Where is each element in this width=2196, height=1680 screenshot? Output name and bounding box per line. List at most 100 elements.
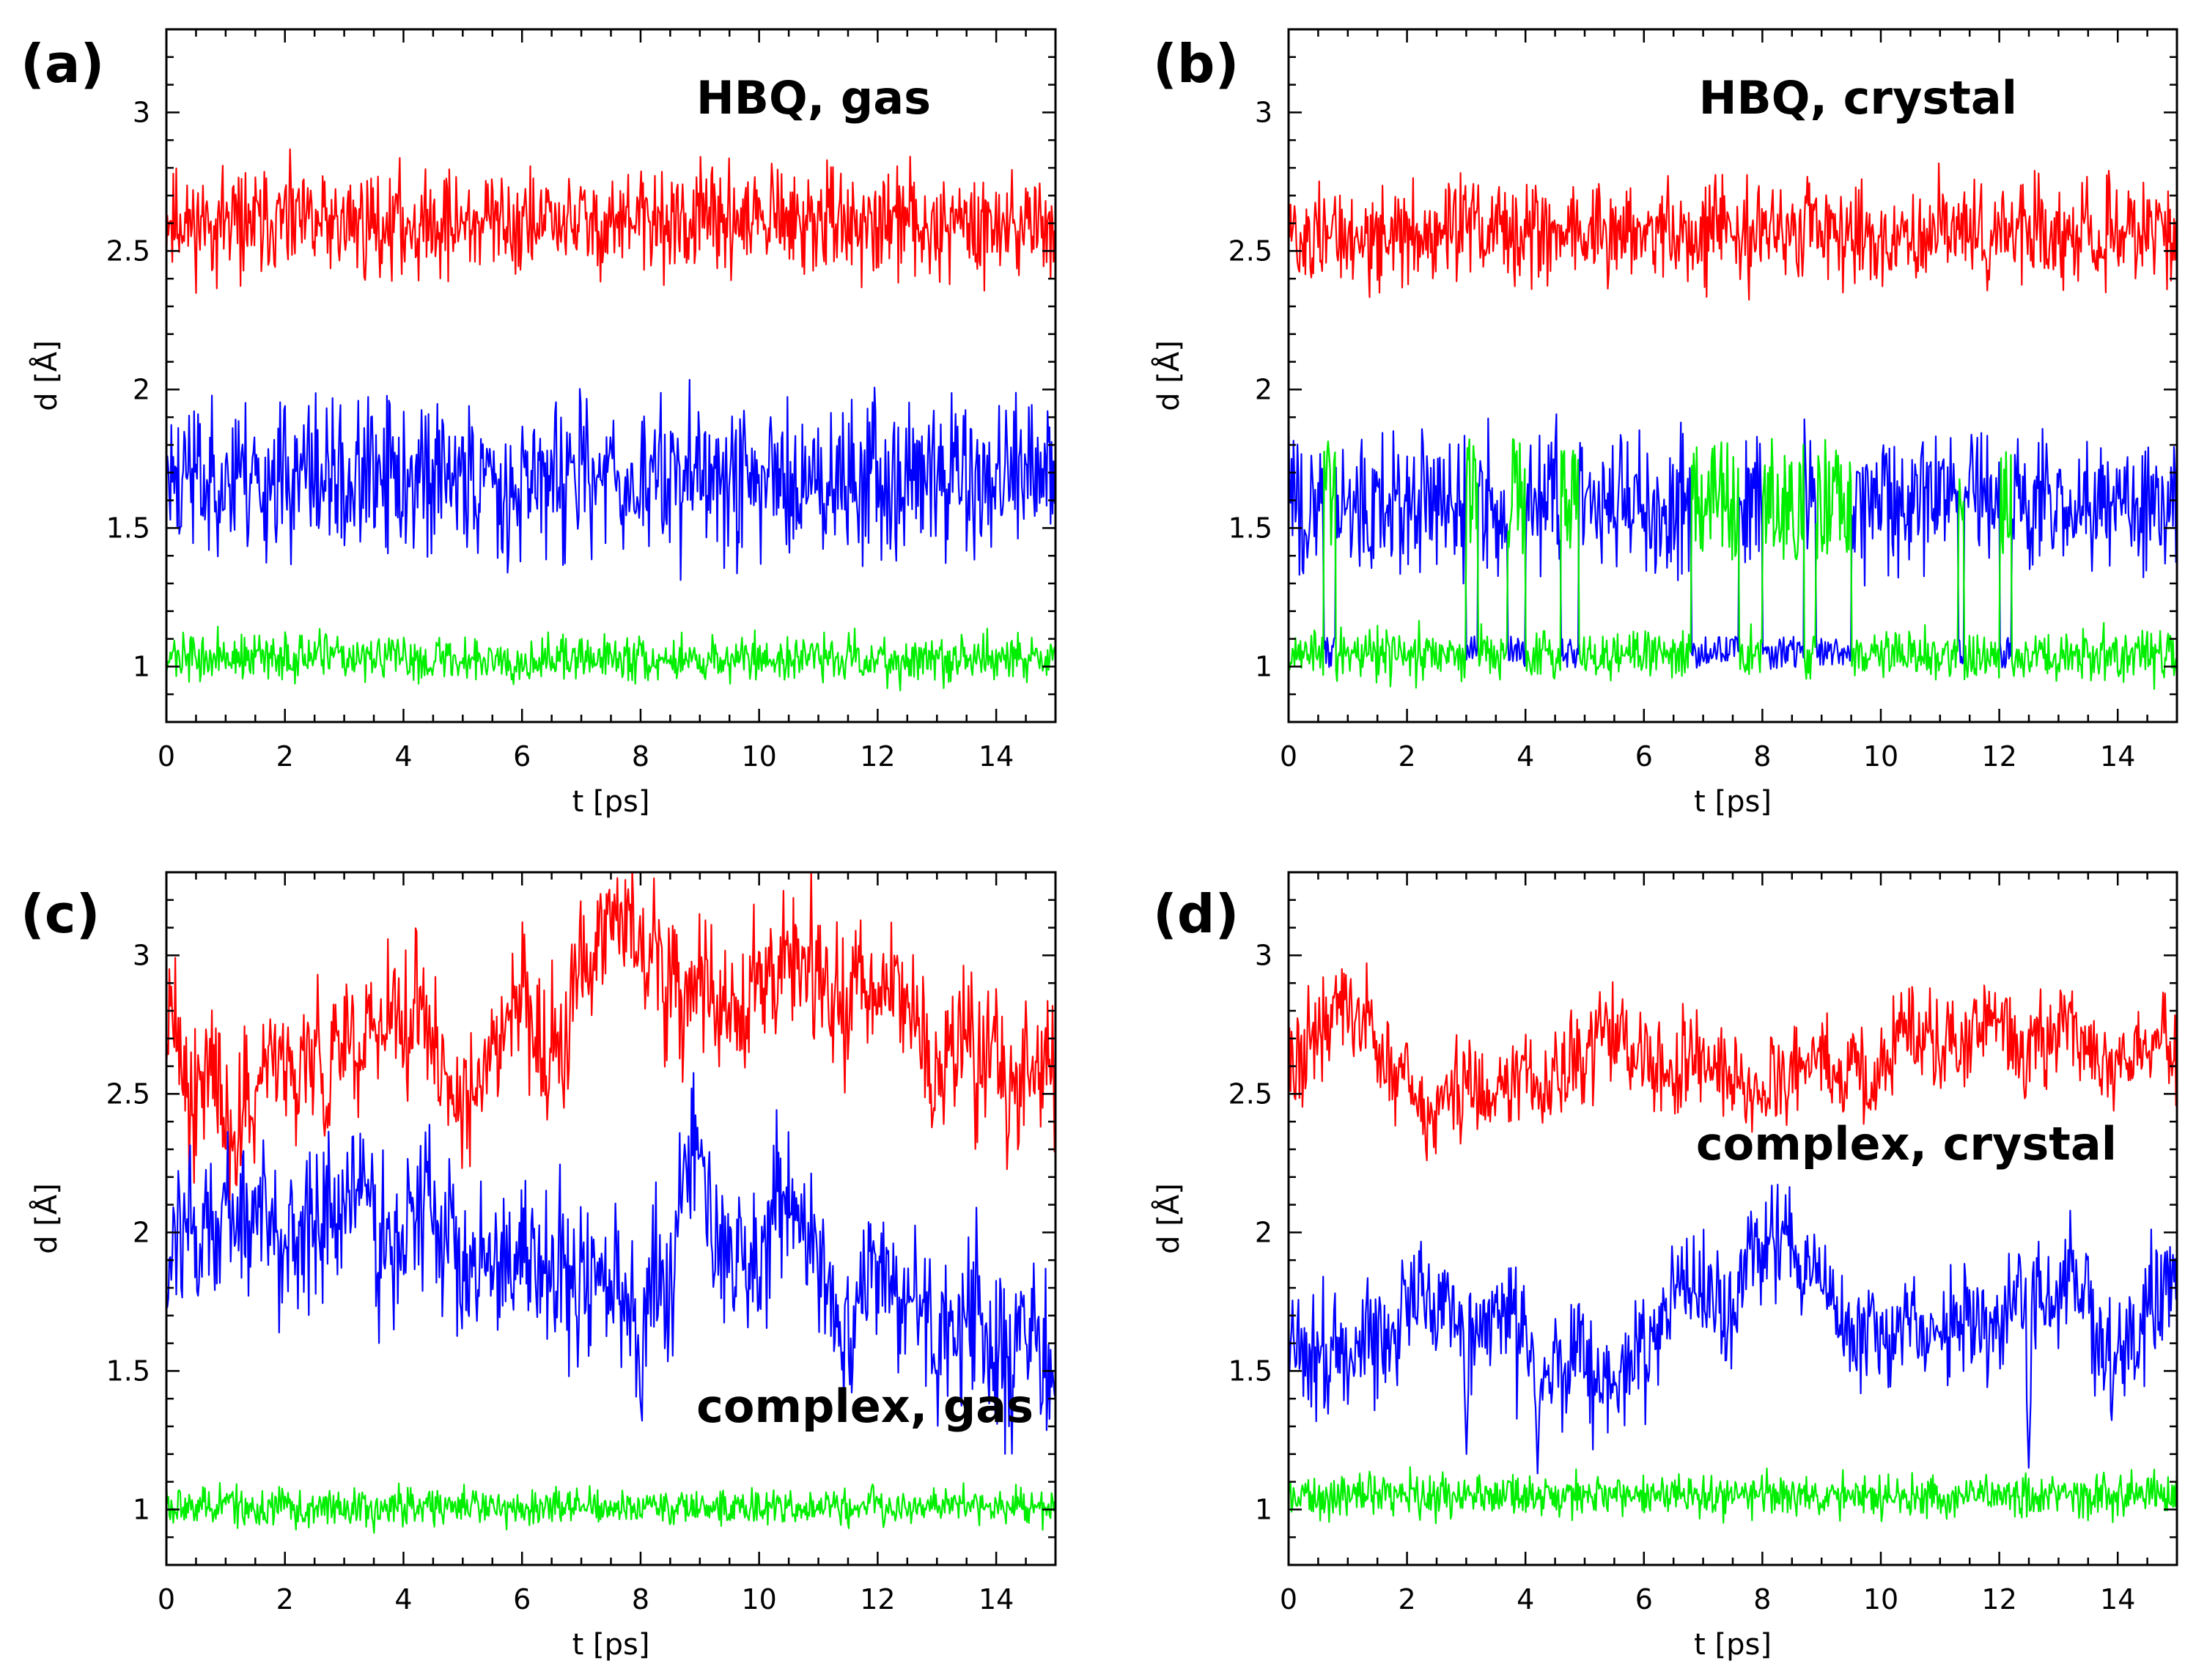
y-axis-label: d [Å] bbox=[29, 1183, 64, 1254]
panel-title: complex, gas bbox=[696, 1379, 1033, 1433]
x-tick-label: 0 bbox=[1280, 1583, 1297, 1615]
y-tick-label: 1.5 bbox=[106, 1355, 150, 1387]
x-tick-label: 2 bbox=[276, 740, 294, 773]
series-line-green-transfer bbox=[1504, 438, 1529, 672]
series-line-red bbox=[1289, 162, 2177, 301]
x-axis-label: t [ps] bbox=[1694, 785, 1772, 819]
y-tick-label: 2.5 bbox=[106, 235, 150, 267]
y-tick-label: 3 bbox=[1255, 96, 1272, 128]
y-tick-label: 2 bbox=[133, 373, 150, 405]
x-tick-label: 12 bbox=[860, 1583, 895, 1615]
series-line-blue bbox=[166, 1072, 1055, 1455]
series-group bbox=[166, 148, 1055, 692]
series-line-green-transfer bbox=[1759, 438, 1808, 679]
series-line-green bbox=[166, 1481, 1055, 1534]
x-axis-label: t [ps] bbox=[572, 785, 650, 819]
x-tick-label: 10 bbox=[1863, 740, 1898, 773]
x-tick-label: 2 bbox=[276, 1583, 294, 1615]
series-line-green-transfer bbox=[1813, 438, 1855, 667]
x-tick-label: 0 bbox=[1280, 740, 1297, 773]
panel-title: complex, crystal bbox=[1696, 1117, 2117, 1171]
x-tick-label: 10 bbox=[1863, 1583, 1898, 1615]
panel-label: (a) bbox=[21, 33, 104, 95]
panel-d: 0 2 4 6 8 10 12 14 1 1.5 2 2.5 3 t [ps] d [Å] (d) comple… bbox=[1151, 871, 2178, 1662]
x-tick-label: 0 bbox=[158, 1583, 175, 1615]
plot-frame bbox=[1287, 28, 2178, 723]
series-line-blue bbox=[166, 378, 1055, 581]
y-axis-label: d [Å] bbox=[29, 340, 64, 411]
x-tick-label: 8 bbox=[632, 1583, 649, 1615]
series-line-green-transfer bbox=[1996, 451, 2015, 679]
y-tick-label: 2.5 bbox=[1228, 235, 1272, 267]
series-line-red bbox=[166, 148, 1055, 294]
series-line-blue bbox=[1289, 403, 2177, 670]
x-tick-label: 6 bbox=[513, 1583, 531, 1615]
series-line-green-transfer bbox=[1320, 441, 1339, 682]
x-axis-label: t [ps] bbox=[572, 1628, 650, 1662]
x-tick-label: 12 bbox=[1981, 740, 2016, 773]
series-line-green bbox=[1289, 1466, 2177, 1525]
y-tick-label: 3 bbox=[133, 96, 150, 128]
panel-a: 0 2 4 6 8 10 12 14 1 1.5 2 2.5 3 t [ps] d [Å] (a) HBQ, g… bbox=[21, 28, 1057, 819]
y-axis-label: d [Å] bbox=[1151, 340, 1186, 411]
x-tick-label: 4 bbox=[1517, 740, 1534, 773]
x-axis-label: t [ps] bbox=[1694, 1628, 1772, 1662]
y-tick-label: 1 bbox=[133, 1493, 150, 1525]
series-group bbox=[1289, 162, 2177, 690]
y-axis-label: d [Å] bbox=[1151, 1183, 1186, 1254]
series-line-green-transfer bbox=[1954, 478, 1967, 681]
y-tick-label: 1 bbox=[133, 650, 150, 682]
panel-c: 0 2 4 6 8 10 12 14 1 1.5 2 2.5 3 t [ps] d [Å] (c) comple… bbox=[21, 871, 1057, 1662]
panel-title: HBQ, gas bbox=[696, 71, 931, 125]
x-tick-label: 8 bbox=[1753, 740, 1771, 773]
x-tick-label: 4 bbox=[1517, 1583, 1534, 1615]
panel-label: (b) bbox=[1153, 33, 1239, 95]
y-tick-label: 3 bbox=[1255, 939, 1272, 971]
y-tick-label: 2 bbox=[133, 1216, 150, 1248]
x-tick-label: 8 bbox=[632, 740, 649, 773]
series-line-green-transfer bbox=[1462, 438, 1481, 679]
series-group bbox=[166, 872, 1055, 1534]
series-line-red bbox=[166, 872, 1055, 1202]
x-tick-label: 4 bbox=[394, 1583, 412, 1615]
series-line-blue bbox=[1289, 1183, 2177, 1475]
y-tick-label: 2.5 bbox=[1228, 1077, 1272, 1110]
y-tick-label: 1.5 bbox=[1228, 1355, 1272, 1387]
x-tick-label: 0 bbox=[158, 740, 175, 773]
x-tick-label: 10 bbox=[741, 1583, 776, 1615]
x-tick-label: 6 bbox=[1635, 740, 1653, 773]
x-tick-label: 10 bbox=[741, 740, 776, 773]
x-tick-label: 6 bbox=[513, 740, 531, 773]
y-tick-label: 2.5 bbox=[106, 1077, 150, 1110]
panel-label: (c) bbox=[21, 883, 100, 945]
series-line-green-transfer bbox=[1687, 441, 1742, 671]
x-tick-label: 14 bbox=[979, 740, 1014, 773]
x-tick-label: 8 bbox=[1753, 1583, 1771, 1615]
y-tick-label: 1.5 bbox=[106, 512, 150, 544]
x-tick-label: 14 bbox=[2100, 1583, 2135, 1615]
y-tick-label: 2 bbox=[1255, 373, 1272, 405]
x-tick-label: 12 bbox=[860, 740, 895, 773]
x-tick-label: 2 bbox=[1399, 740, 1416, 773]
series-line-green-transfer bbox=[1557, 449, 1582, 671]
plot-frame bbox=[165, 28, 1057, 723]
panel-label: (d) bbox=[1153, 883, 1239, 945]
series-group bbox=[1289, 962, 2177, 1525]
panel-title: HBQ, crystal bbox=[1699, 71, 2017, 125]
x-tick-label: 2 bbox=[1399, 1583, 1416, 1615]
series-line-green bbox=[166, 625, 1055, 692]
y-tick-label: 1 bbox=[1255, 650, 1272, 682]
panel-b: 0 2 4 6 8 10 12 14 1 1.5 2 2.5 3 t [ps] d [Å] (b) HBQ, c… bbox=[1151, 28, 2178, 819]
x-tick-label: 12 bbox=[1981, 1583, 2016, 1615]
series-line-red bbox=[1289, 962, 2177, 1162]
plot-frame bbox=[1287, 871, 2178, 1566]
x-tick-label: 4 bbox=[394, 740, 412, 773]
y-tick-label: 2 bbox=[1255, 1216, 1272, 1248]
y-tick-label: 3 bbox=[133, 939, 150, 971]
x-tick-label: 14 bbox=[2100, 740, 2135, 773]
y-tick-label: 1.5 bbox=[1228, 512, 1272, 544]
y-tick-label: 1 bbox=[1255, 1493, 1272, 1525]
x-tick-label: 6 bbox=[1635, 1583, 1653, 1615]
x-tick-label: 14 bbox=[979, 1583, 1014, 1615]
